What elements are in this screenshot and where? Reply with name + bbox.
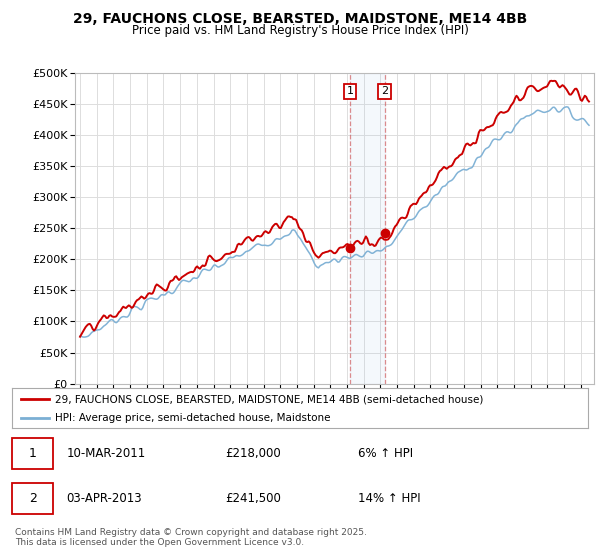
FancyBboxPatch shape — [12, 483, 53, 514]
Bar — [350, 73, 385, 384]
Text: 1: 1 — [29, 447, 37, 460]
Text: 6% ↑ HPI: 6% ↑ HPI — [358, 447, 413, 460]
Text: 14% ↑ HPI: 14% ↑ HPI — [358, 492, 420, 505]
Text: 29, FAUCHONS CLOSE, BEARSTED, MAIDSTONE, ME14 4BB (semi-detached house): 29, FAUCHONS CLOSE, BEARSTED, MAIDSTONE,… — [55, 394, 484, 404]
Text: 2: 2 — [29, 492, 37, 505]
Text: HPI: Average price, semi-detached house, Maidstone: HPI: Average price, semi-detached house,… — [55, 413, 331, 423]
Text: £241,500: £241,500 — [225, 492, 281, 505]
Text: 29, FAUCHONS CLOSE, BEARSTED, MAIDSTONE, ME14 4BB: 29, FAUCHONS CLOSE, BEARSTED, MAIDSTONE,… — [73, 12, 527, 26]
Text: 10-MAR-2011: 10-MAR-2011 — [67, 447, 146, 460]
Text: Contains HM Land Registry data © Crown copyright and database right 2025.
This d: Contains HM Land Registry data © Crown c… — [15, 528, 367, 547]
Text: Price paid vs. HM Land Registry's House Price Index (HPI): Price paid vs. HM Land Registry's House … — [131, 24, 469, 36]
Text: 03-APR-2013: 03-APR-2013 — [67, 492, 142, 505]
Text: £218,000: £218,000 — [225, 447, 281, 460]
Text: 1: 1 — [347, 86, 353, 96]
FancyBboxPatch shape — [12, 438, 53, 469]
Text: 2: 2 — [381, 86, 388, 96]
